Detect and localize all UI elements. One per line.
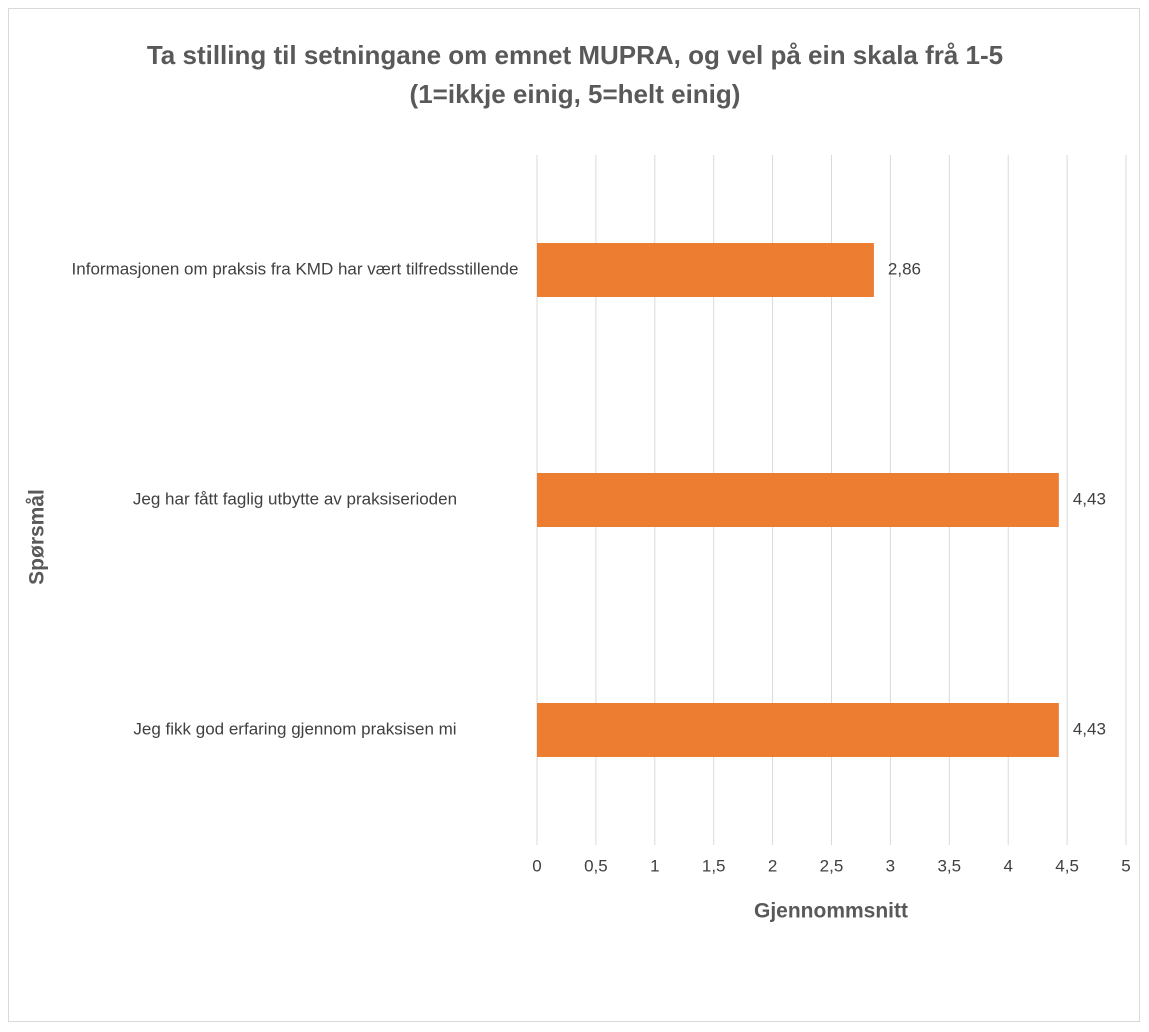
y-axis-title: Spørsmål: [26, 489, 49, 585]
y-tick-label: Informasjonen om praksis fra KMD har vær…: [71, 259, 519, 279]
x-tick-label: 4,5: [1055, 856, 1079, 875]
data-label: 2,86: [888, 259, 921, 278]
x-tick-label: 1,5: [702, 856, 726, 875]
bar: [537, 703, 1059, 757]
x-tick-label: 5: [1121, 856, 1130, 875]
bar: [537, 473, 1059, 527]
x-tick-label: 3,5: [937, 856, 961, 875]
y-tick-label: Jeg fikk god erfaring gjennom praksisen …: [133, 719, 457, 739]
x-axis-title: Gjennommsnitt: [754, 900, 908, 923]
x-tick-label: 1: [650, 856, 659, 875]
y-tick-label: Jeg har fått faglig utbytte av praksiser…: [132, 489, 458, 509]
x-tick-label: 4: [1003, 856, 1012, 875]
bar: [537, 243, 874, 297]
data-label: 4,43: [1073, 489, 1106, 508]
chart-title: Ta stilling til setningane om emnet MUPR…: [146, 40, 1004, 109]
x-tick-label: 2: [768, 856, 777, 875]
x-tick-label: 2,5: [820, 856, 844, 875]
x-tick-label: 0: [532, 856, 541, 875]
chart-border: [8, 8, 1140, 1022]
data-label: 4,43: [1073, 719, 1106, 738]
x-tick-label: 0,5: [584, 856, 608, 875]
x-tick-label: 3: [886, 856, 895, 875]
